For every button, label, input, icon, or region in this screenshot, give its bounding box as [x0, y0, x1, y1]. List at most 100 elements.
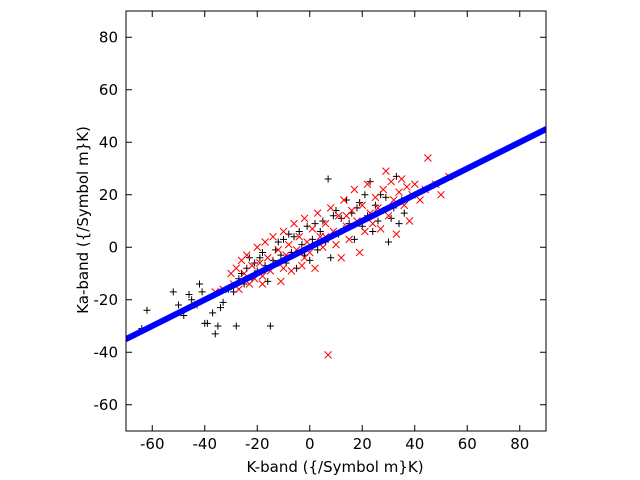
- x-tick-label: 40: [405, 435, 424, 453]
- data-point-cross: [424, 154, 432, 162]
- data-point-cross: [263, 253, 272, 262]
- x-tick-label: -20: [245, 435, 270, 453]
- data-point-plus: [169, 288, 177, 296]
- data-point-cross: [410, 180, 419, 189]
- data-point-cross: [363, 180, 372, 189]
- data-point-cross: [311, 264, 319, 273]
- x-tick-label: 80: [510, 435, 529, 453]
- y-axis-label: Ka-band ({/Symbol m}K): [74, 126, 92, 314]
- data-point-cross: [258, 280, 267, 288]
- data-point-cross: [350, 185, 359, 194]
- data-point-cross: [395, 188, 403, 196]
- plot-area-marks: [126, 126, 546, 359]
- data-point-cross: [384, 211, 393, 220]
- data-point-cross: [379, 185, 388, 194]
- data-point-cross: [387, 177, 395, 186]
- data-point-plus: [198, 288, 206, 296]
- data-point-plus: [400, 209, 408, 217]
- data-point-plus: [185, 291, 193, 298]
- data-point-cross: [269, 232, 277, 241]
- data-point-cross: [397, 175, 406, 183]
- data-point-plus: [219, 298, 227, 306]
- y-tick-label: -60: [94, 396, 119, 414]
- data-point-plus: [256, 254, 264, 262]
- data-point-plus: [266, 322, 274, 330]
- data-point-plus: [316, 228, 324, 235]
- data-point-cross: [284, 240, 293, 249]
- data-point-cross: [405, 217, 414, 225]
- data-point-plus: [361, 191, 369, 199]
- data-point-cross: [345, 235, 353, 244]
- fit-line: [126, 126, 546, 343]
- data-point-cross: [334, 211, 343, 220]
- data-point-plus: [259, 249, 266, 256]
- data-point-cross: [361, 227, 369, 236]
- data-point-cross: [290, 219, 298, 228]
- data-point-cross: [287, 267, 296, 275]
- data-point-cross: [308, 225, 317, 233]
- x-tick-label: 60: [458, 435, 477, 453]
- axes-layer: -60 -40 -20 0 20 40 60 80 -60 -40 -20 0 20 40 60 80: [94, 10, 547, 453]
- data-point-cross: [300, 214, 309, 223]
- data-point-cross: [358, 201, 367, 210]
- data-point-cross: [232, 264, 241, 273]
- data-point-plus: [203, 319, 211, 327]
- data-point-plus: [350, 235, 358, 243]
- x-axis-label: K-band ({/Symbol m}K): [246, 458, 423, 476]
- data-point-cross: [392, 230, 401, 238]
- data-point-cross: [261, 238, 269, 246]
- data-point-plus: [196, 280, 203, 288]
- data-point-cross: [437, 190, 445, 199]
- data-point-cross: [403, 183, 411, 191]
- data-point-plus: [280, 235, 287, 243]
- data-point-cross: [321, 219, 330, 228]
- data-point-cross: [253, 243, 262, 252]
- data-point-cross: [298, 261, 306, 270]
- data-point-cross: [337, 253, 346, 262]
- data-point-plus: [290, 233, 298, 241]
- data-point-plus: [209, 309, 217, 317]
- y-tick-label: 80: [99, 28, 118, 46]
- data-point-cross: [340, 196, 348, 204]
- data-point-plus: [395, 220, 403, 228]
- data-point-cross: [342, 211, 351, 220]
- data-point-cross: [332, 240, 340, 249]
- data-point-plus: [175, 301, 182, 309]
- data-point-plus: [385, 238, 392, 246]
- data-point-cross: [242, 251, 251, 259]
- data-point-cross: [279, 227, 288, 236]
- data-point-cross: [279, 264, 288, 273]
- data-point-cross: [376, 225, 385, 233]
- y-tick-label: 20: [99, 186, 118, 204]
- data-point-cross: [300, 253, 309, 262]
- data-point-cross: [382, 167, 390, 175]
- data-point-plus: [324, 175, 332, 183]
- y-tick-label: 40: [99, 133, 118, 151]
- y-tick-label: -20: [94, 291, 119, 309]
- data-point-plus: [232, 322, 240, 330]
- data-point-cross: [277, 277, 285, 286]
- y-tick-label: 60: [99, 81, 118, 99]
- data-point-cross: [326, 204, 335, 212]
- plot-frame: [125, 10, 547, 432]
- data-point-plus: [217, 304, 224, 312]
- data-point-cross: [324, 351, 332, 359]
- data-point-plus: [274, 238, 282, 246]
- data-point-plus: [214, 322, 222, 330]
- data-point-plus: [295, 228, 303, 235]
- x-tick-label: -60: [140, 435, 165, 453]
- data-point-plus: [382, 193, 390, 201]
- x-tick-label: 0: [305, 435, 315, 453]
- data-point-cross: [368, 219, 377, 228]
- data-point-cross: [274, 246, 283, 254]
- data-point-cross: [371, 193, 380, 202]
- data-point-cross: [295, 232, 304, 241]
- data-point-cross: [416, 196, 424, 204]
- data-point-cross: [256, 259, 264, 267]
- data-point-plus: [211, 330, 219, 338]
- data-point-plus: [329, 212, 337, 220]
- points-layer: [126, 126, 546, 359]
- x-tick-label: -40: [193, 435, 218, 453]
- data-point-plus: [327, 254, 335, 262]
